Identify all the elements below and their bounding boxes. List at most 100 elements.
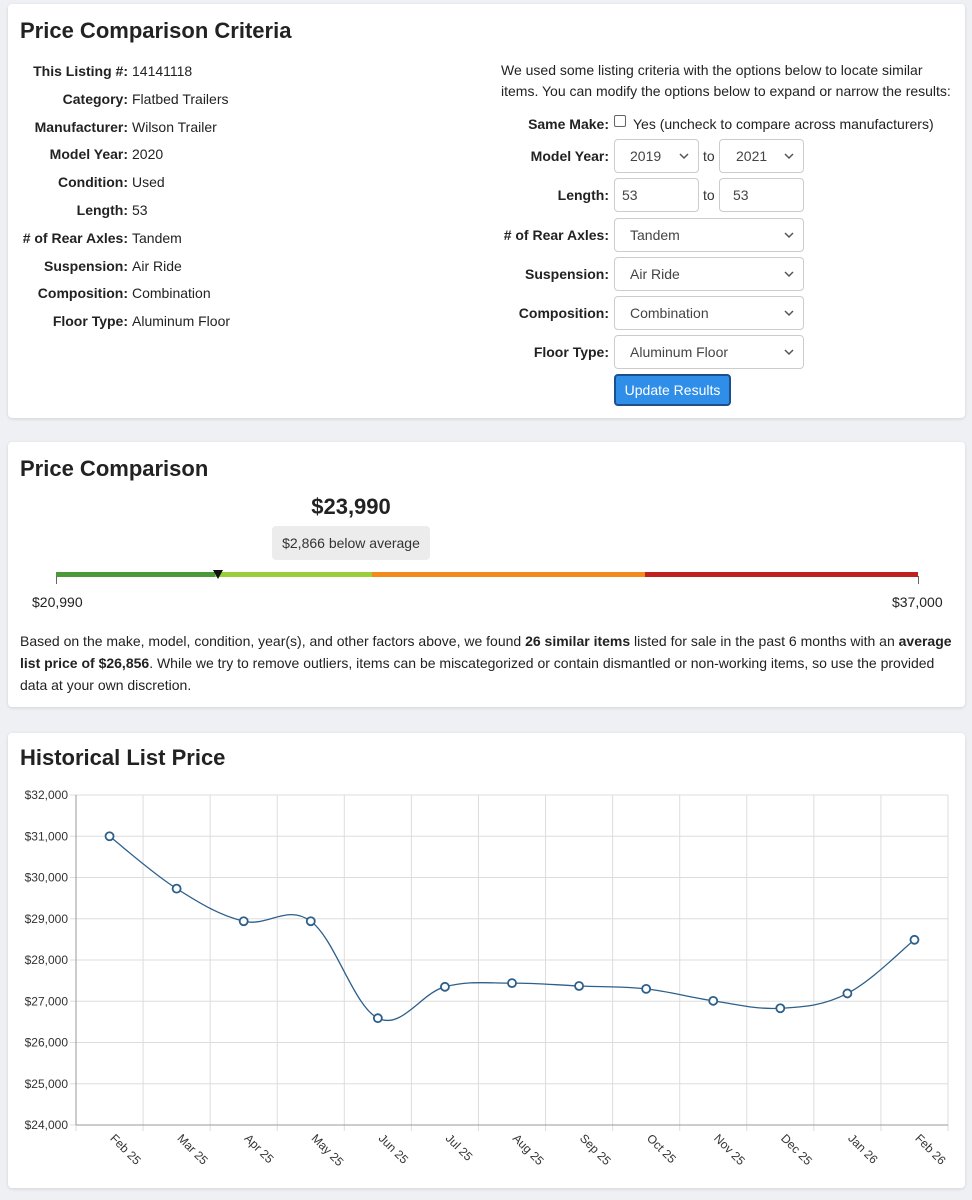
- spec-row: This Listing #: 14141118: [8, 61, 428, 81]
- y-tick-label: $31,000: [25, 829, 69, 843]
- y-tick-label: $32,000: [25, 788, 69, 802]
- floor-type-select[interactable]: Aluminum Floor: [614, 335, 804, 369]
- same-make-checkbox[interactable]: [614, 115, 626, 127]
- length-to-input[interactable]: 53: [719, 178, 804, 212]
- x-tick-label: Feb 26: [912, 1131, 949, 1168]
- suspension-value: Air Ride: [630, 266, 680, 282]
- x-tick-label: Feb 25: [107, 1131, 144, 1168]
- x-tick-label: Jun 25: [376, 1131, 412, 1167]
- range-min-tick: [56, 576, 57, 584]
- data-point: [507, 978, 517, 989]
- x-tick-label: May 25: [309, 1131, 347, 1169]
- same-make-text: Yes (uncheck to compare across manufactu…: [633, 116, 934, 132]
- spec-value: Combination: [132, 285, 211, 302]
- model-year-label: Model Year:: [530, 148, 609, 164]
- bar-segment-high: [645, 572, 918, 577]
- y-tick-label: $28,000: [25, 953, 69, 967]
- same-make-label: Same Make:: [528, 116, 609, 132]
- spec-value: Tandem: [132, 229, 182, 246]
- model-year-from-select[interactable]: 2019: [614, 139, 699, 173]
- average-list-price: average list price of $26,856: [20, 633, 952, 671]
- floor-type-value: Aluminum Floor: [630, 344, 729, 360]
- length-row: Length: 53 to 53: [448, 178, 848, 212]
- price-comparison-card: Price Comparison $23,990 $2,866 below av…: [8, 442, 965, 707]
- rear-axles-select[interactable]: Tandem: [614, 218, 804, 252]
- x-tick-label: Aug 25: [510, 1131, 547, 1168]
- y-tick-label: $27,000: [25, 994, 69, 1008]
- chevron-down-icon: [784, 310, 794, 317]
- rear-axles-value: Tandem: [630, 227, 680, 243]
- x-tick-label: Sep 25: [577, 1131, 614, 1168]
- criteria-card: Price Comparison Criteria This Listing #…: [8, 4, 965, 418]
- floor-type-label: Floor Type:: [533, 344, 609, 360]
- historical-price-card: $24,000 $25,000 $26,000 $27,000 $28,000 $29,0…: [8, 733, 965, 1188]
- y-tick-label: $26,000: [25, 1036, 69, 1050]
- spec-label: Model Year:: [49, 146, 128, 163]
- spec-label: Length:: [76, 202, 128, 218]
- x-tick-label: Nov 25: [711, 1131, 748, 1168]
- model-year-row: Model Year: 2019 to 2021: [448, 139, 848, 173]
- x-tick-label: Mar 25: [174, 1131, 211, 1168]
- data-point: [842, 988, 853, 999]
- x-tick-label: Jul 25: [443, 1131, 476, 1164]
- spec-value: 53: [132, 202, 148, 218]
- model-year-from-value: 2019: [630, 148, 662, 164]
- update-results-button[interactable]: Update Results: [614, 374, 731, 406]
- rear-axles-row: # of Rear Axles: Tandem: [448, 218, 848, 252]
- chevron-down-icon: [784, 232, 794, 239]
- spec-row: Condition: Used: [8, 172, 428, 192]
- length-label: Length:: [557, 187, 609, 203]
- criteria-intro: We used some listing criteria with the o…: [501, 62, 951, 99]
- bar-segment-great: [56, 572, 215, 577]
- summary-text-3: . While we try to remove outliers, items…: [20, 655, 935, 693]
- criteria-title: Price Comparison Criteria: [20, 18, 292, 43]
- spec-value: 2020: [132, 146, 164, 163]
- spec-row: Floor Type: Aluminum Floor: [8, 311, 428, 331]
- spec-label: This Listing #:: [33, 63, 128, 79]
- spec-label: Floor Type:: [52, 313, 128, 330]
- spec-label: Manufacturer:: [34, 118, 128, 135]
- spec-row: Length: 53: [8, 200, 428, 220]
- data-point: [574, 981, 584, 991]
- suspension-select[interactable]: Air Ride: [614, 257, 804, 291]
- range-max-tick: [918, 576, 919, 584]
- spec-label: Suspension:: [43, 257, 128, 274]
- data-point: [372, 1013, 383, 1024]
- composition-select[interactable]: Combination: [614, 296, 804, 330]
- listing-price: $23,990: [311, 494, 391, 519]
- y-tick-label: $24,000: [25, 1118, 69, 1132]
- below-average-badge: $2,866 below average: [272, 526, 430, 560]
- comparison-summary: Based on the make, model, condition, yea…: [20, 630, 955, 696]
- x-tick-label: Apr 25: [242, 1131, 277, 1166]
- spec-label: Category:: [62, 90, 128, 107]
- data-point: [641, 983, 652, 994]
- chevron-down-icon: [784, 153, 794, 160]
- price-comparison-title: Price Comparison: [20, 456, 209, 481]
- y-tick-label: $25,000: [25, 1077, 69, 1091]
- length-from-input[interactable]: 53: [614, 178, 699, 212]
- model-year-to-select[interactable]: 2021: [719, 139, 804, 173]
- similar-items-count: 26 similar items: [525, 633, 631, 649]
- spec-row: Composition: Combination: [8, 283, 428, 303]
- data-point: [708, 995, 719, 1006]
- spec-label: # of Rear Axles:: [22, 229, 128, 246]
- summary-text-1: Based on the make, model, condition, yea…: [20, 633, 526, 649]
- data-point: [440, 981, 450, 992]
- data-point: [104, 831, 115, 842]
- suspension-row: Suspension: Air Ride: [448, 257, 848, 291]
- composition-label: Composition:: [518, 305, 609, 321]
- data-point: [775, 1003, 786, 1014]
- length-to-text: to: [703, 187, 715, 203]
- spec-value: 14141118: [132, 63, 193, 79]
- chevron-down-icon: [784, 349, 794, 356]
- model-year-to-value: 2021: [736, 148, 768, 164]
- spec-row: # of Rear Axles: Tandem: [8, 228, 428, 248]
- listing-price-marker: [212, 570, 223, 579]
- spec-value: Used: [132, 174, 165, 191]
- spec-value: Aluminum Floor: [132, 313, 231, 330]
- spec-row: Suspension: Air Ride: [8, 256, 428, 276]
- composition-value: Combination: [630, 305, 709, 321]
- chevron-down-icon: [784, 271, 794, 278]
- spec-row: Manufacturer: Wilson Trailer: [8, 117, 428, 137]
- model-year-to-text: to: [703, 148, 715, 164]
